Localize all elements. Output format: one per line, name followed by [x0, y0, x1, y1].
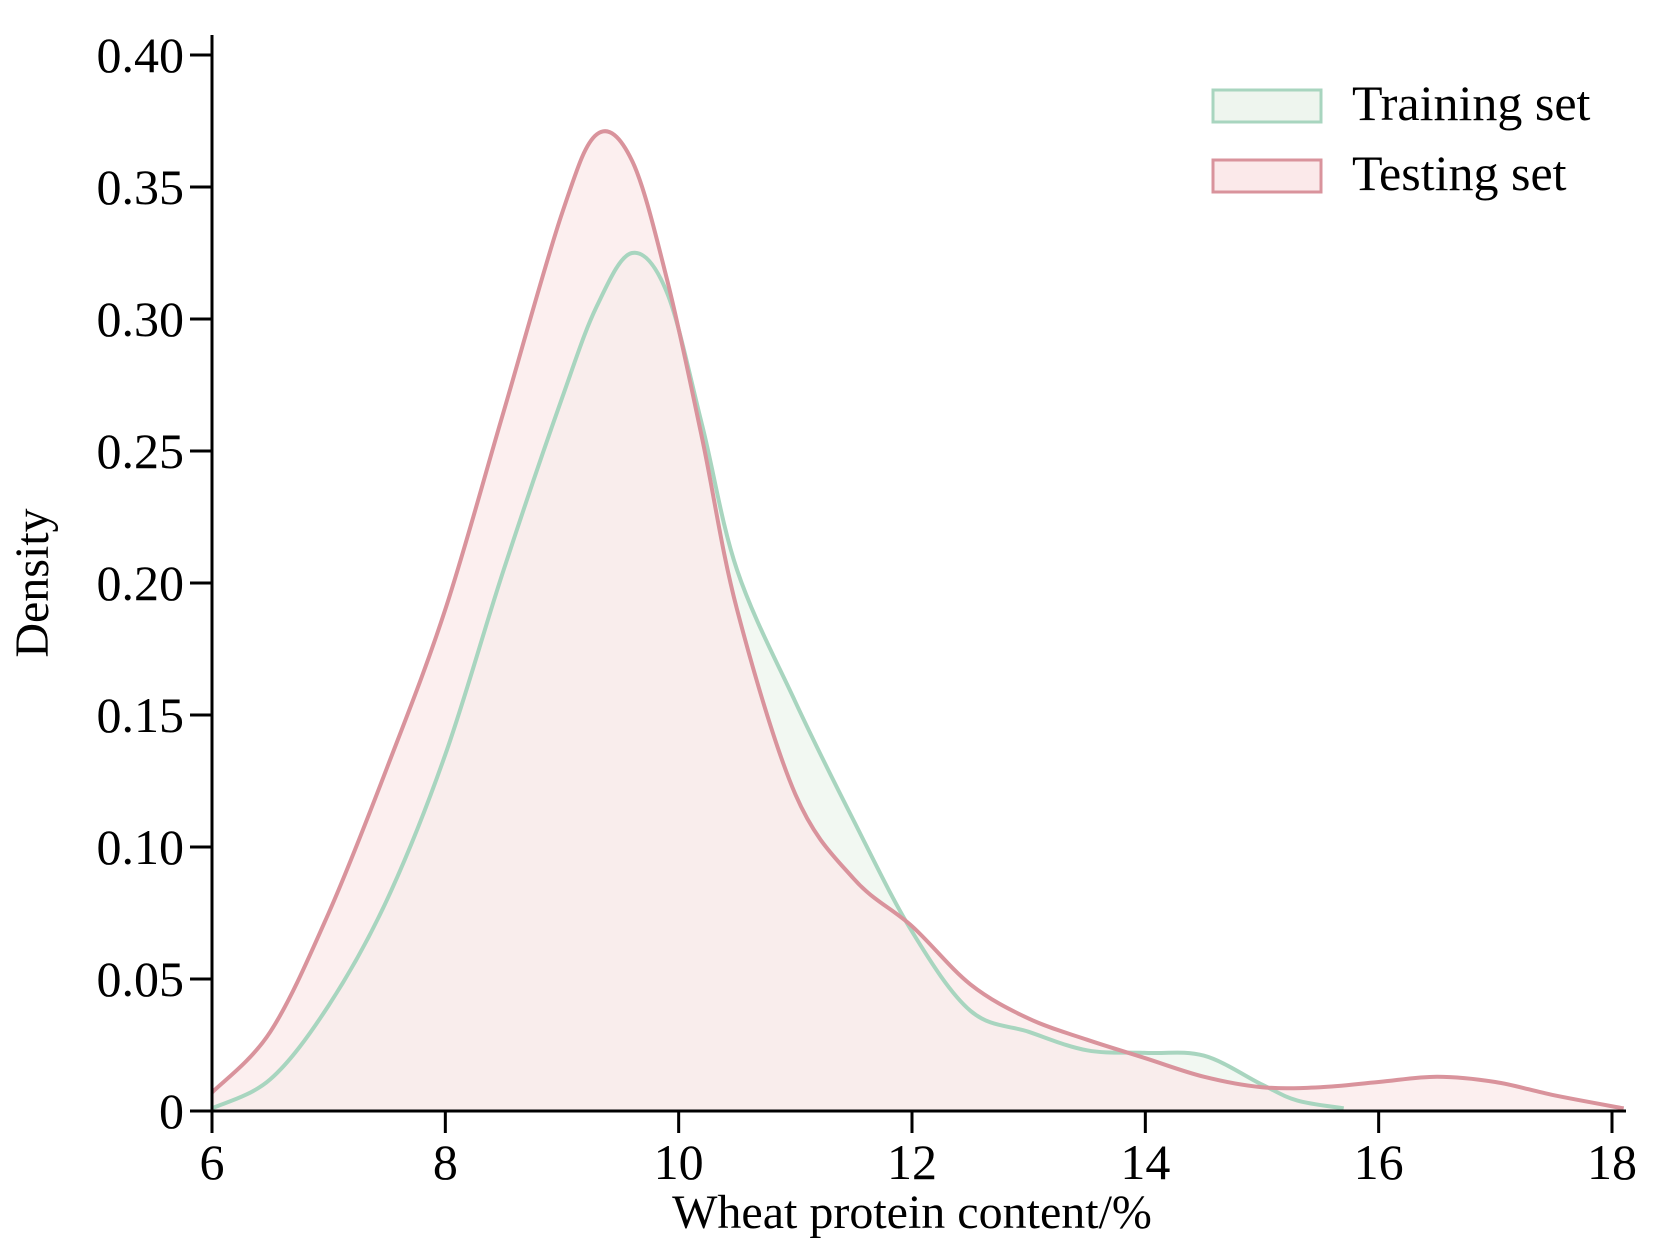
legend-label-training-set: Training set — [1352, 75, 1591, 131]
axes — [210, 35, 1626, 1113]
y-tick-label: 0.20 — [97, 555, 185, 611]
y-tick-label: 0.35 — [97, 159, 185, 215]
legend-swatch-testing-set — [1211, 158, 1323, 194]
x-axis-title: Wheat protein content/% — [672, 1186, 1152, 1238]
y-tick-label: 0.15 — [97, 687, 185, 743]
plot-area — [210, 129, 1625, 1111]
y-tick-label: 0.25 — [97, 423, 185, 479]
y-tick-label: 0.40 — [97, 27, 185, 83]
series-area-testing-set — [212, 131, 1624, 1111]
y-tick-label: 0.10 — [97, 819, 185, 875]
x-tick-label: 18 — [1587, 1134, 1637, 1190]
legend-label-testing-set: Testing set — [1352, 145, 1567, 201]
x-tick-label: 14 — [1120, 1134, 1170, 1190]
legend: Training set Testing set — [1211, 75, 1591, 201]
x-axis-ticks: 6 8 10 12 14 16 18 — [200, 1111, 1637, 1190]
y-axis-title: Density — [6, 508, 59, 657]
y-tick-label: 0.30 — [97, 291, 185, 347]
x-tick-label: 8 — [433, 1134, 458, 1190]
x-tick-label: 12 — [887, 1134, 937, 1190]
series-line-testing-set — [210, 129, 1625, 1111]
x-tick-label: 6 — [200, 1134, 225, 1190]
legend-swatch-training-set — [1211, 88, 1323, 124]
x-tick-label: 16 — [1354, 1134, 1404, 1190]
y-axis-ticks: 0 0.05 0.10 0.15 0.20 0.25 0.30 0.35 0.40 — [97, 27, 212, 1139]
y-tick-label: 0 — [159, 1083, 184, 1139]
x-tick-label: 10 — [654, 1134, 704, 1190]
y-tick-label: 0.05 — [97, 951, 185, 1007]
